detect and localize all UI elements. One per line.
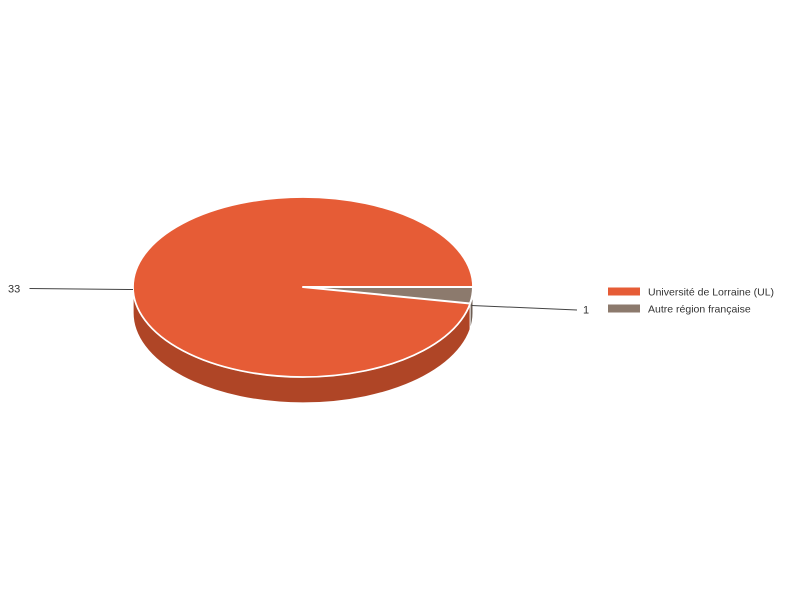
- legend-item-autre-region[interactable]: Autre région française: [608, 304, 751, 316]
- data-labels: 33 1: [8, 284, 589, 317]
- pie-top-faces: [132, 196, 474, 378]
- legend-swatch-autre-region[interactable]: [608, 304, 640, 313]
- legend-label-autre-region[interactable]: Autre région française: [648, 304, 751, 316]
- pie-slice-autre-region[interactable]: [302, 286, 474, 305]
- legend: Université de Lorraine (UL) Autre région…: [608, 287, 774, 316]
- leader-line-big-slice: [29, 288, 134, 290]
- value-label-small-slice: 1: [583, 305, 589, 317]
- legend-item-universite-de-lorraine[interactable]: Université de Lorraine (UL): [608, 287, 774, 299]
- value-label-big-slice: 33: [8, 284, 20, 296]
- leader-line-small-slice: [471, 305, 578, 311]
- legend-swatch-universite-de-lorraine[interactable]: [608, 287, 640, 296]
- legend-label-universite-de-lorraine[interactable]: Université de Lorraine (UL): [648, 287, 774, 299]
